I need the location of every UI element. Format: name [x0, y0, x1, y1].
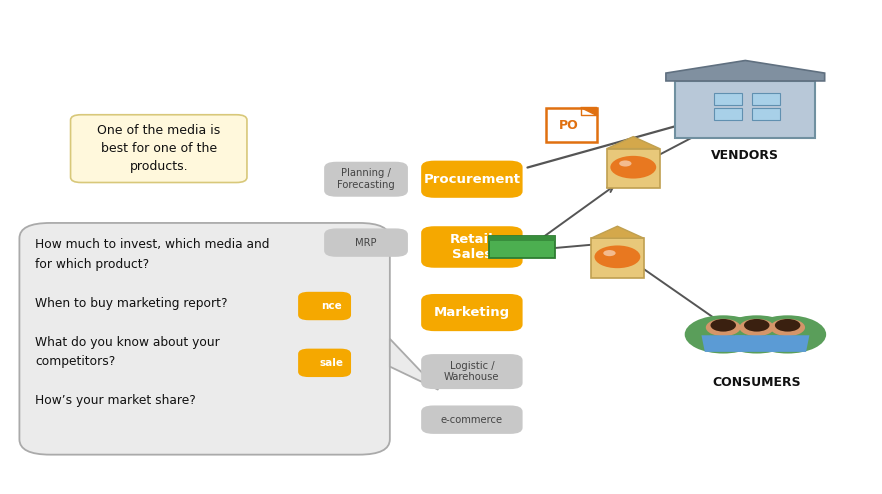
Text: Retail
Sales: Retail Sales — [450, 233, 494, 261]
FancyBboxPatch shape — [714, 92, 742, 105]
Circle shape — [610, 156, 656, 178]
Circle shape — [619, 161, 632, 166]
Text: PO: PO — [558, 119, 579, 132]
FancyBboxPatch shape — [676, 81, 815, 138]
Circle shape — [718, 315, 796, 354]
FancyBboxPatch shape — [422, 226, 522, 268]
Circle shape — [684, 315, 762, 354]
Circle shape — [739, 319, 774, 336]
Polygon shape — [666, 60, 825, 81]
Circle shape — [749, 315, 826, 354]
FancyBboxPatch shape — [546, 108, 597, 142]
Text: Marketing: Marketing — [434, 306, 510, 319]
FancyBboxPatch shape — [298, 292, 351, 320]
FancyBboxPatch shape — [19, 223, 390, 454]
Polygon shape — [607, 137, 660, 149]
Polygon shape — [580, 108, 597, 116]
Polygon shape — [390, 339, 438, 390]
Text: sale: sale — [319, 358, 344, 368]
Text: e-commerce: e-commerce — [441, 414, 503, 425]
FancyBboxPatch shape — [751, 108, 781, 121]
Text: Logistic /
Warehouse: Logistic / Warehouse — [445, 361, 499, 382]
Polygon shape — [766, 335, 810, 352]
Circle shape — [603, 250, 616, 256]
FancyBboxPatch shape — [325, 228, 407, 257]
Polygon shape — [591, 226, 644, 238]
FancyBboxPatch shape — [422, 354, 522, 389]
Circle shape — [744, 319, 769, 331]
Text: CONSUMERS: CONSUMERS — [713, 376, 801, 389]
Circle shape — [770, 319, 805, 336]
Text: nce: nce — [321, 301, 342, 311]
Text: How much to invest, which media and
for which product?

When to buy marketing re: How much to invest, which media and for … — [35, 238, 270, 407]
Circle shape — [775, 319, 800, 331]
Text: Planning /
Forecasting: Planning / Forecasting — [337, 168, 395, 190]
FancyBboxPatch shape — [751, 92, 781, 105]
Text: VENDORS: VENDORS — [711, 149, 780, 162]
Circle shape — [711, 319, 736, 331]
FancyBboxPatch shape — [489, 236, 556, 258]
FancyBboxPatch shape — [71, 115, 247, 182]
Circle shape — [594, 246, 640, 268]
FancyBboxPatch shape — [298, 349, 351, 377]
Text: ERP 103 - Retail Business 3: ERP 103 - Retail Business 3 — [16, 17, 444, 45]
FancyBboxPatch shape — [325, 162, 407, 197]
FancyBboxPatch shape — [607, 149, 660, 188]
Polygon shape — [701, 335, 745, 352]
Text: MRP: MRP — [355, 238, 377, 247]
FancyBboxPatch shape — [422, 406, 522, 434]
Text: Procurement: Procurement — [423, 173, 520, 186]
FancyBboxPatch shape — [422, 161, 522, 198]
Circle shape — [706, 319, 741, 336]
Polygon shape — [735, 335, 779, 352]
FancyBboxPatch shape — [591, 238, 644, 278]
FancyBboxPatch shape — [489, 236, 556, 242]
Text: One of the media is
best for one of the
products.: One of the media is best for one of the … — [97, 124, 220, 173]
FancyBboxPatch shape — [714, 108, 742, 121]
FancyBboxPatch shape — [422, 294, 522, 331]
